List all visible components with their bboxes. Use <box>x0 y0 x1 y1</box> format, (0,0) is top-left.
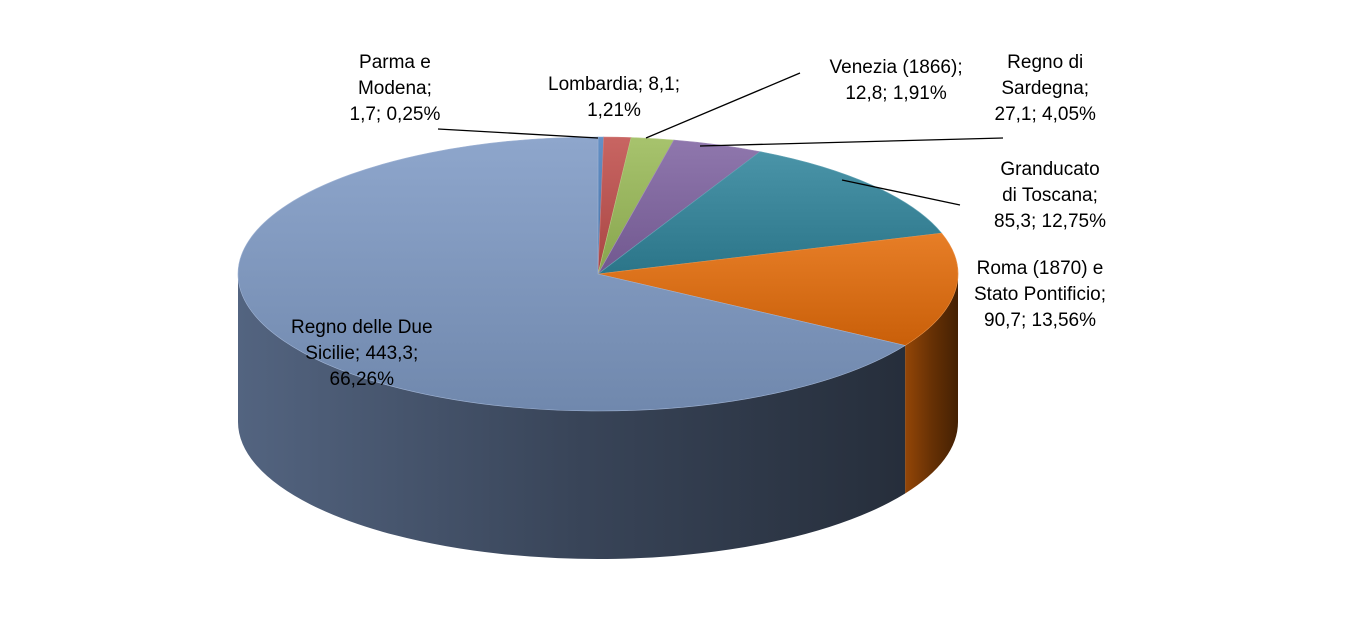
slice-side <box>905 274 958 494</box>
data-label: Lombardia; 8,1; 1,21% <box>548 72 680 124</box>
pie-sides <box>238 274 958 560</box>
data-label-line: Granducato <box>1000 159 1100 180</box>
data-label-line: Roma (1870) e <box>976 258 1104 279</box>
leader-lines <box>437 72 1004 206</box>
data-label-line: Parma e <box>359 52 431 73</box>
leader-line <box>645 72 801 139</box>
pie-slices <box>237 136 959 412</box>
data-label: Granducato di Toscana; 85,3; 12,75% <box>994 157 1106 235</box>
data-label-line: 1,21% <box>587 100 641 121</box>
data-label-line: 66,26% <box>329 369 394 390</box>
data-label-line: Lombardia; 8,1; <box>548 74 681 95</box>
data-label: Roma (1870) e Stato Pontificio; 90,7; 13,5… <box>974 256 1106 334</box>
pie-slice <box>237 136 906 412</box>
data-label-line: 12,8; 1,91% <box>845 83 947 104</box>
data-label-line: 90,7; 13,56% <box>984 310 1096 331</box>
data-label-line: Sicilie; 443,3; <box>305 343 419 364</box>
leader-line <box>437 128 599 139</box>
data-label-line: Stato Pontificio; <box>974 284 1107 305</box>
slice-side <box>238 274 906 560</box>
data-label-line: 85,3; 12,75% <box>994 211 1106 232</box>
data-label: Regno delle Due Sicilie; 443,3; 66,26% <box>291 315 433 393</box>
leader-line <box>841 179 961 206</box>
data-label-line: Venezia (1866); <box>829 57 963 78</box>
data-label-line: 27,1; 4,05% <box>994 104 1096 125</box>
data-label-line: di Toscana; <box>1002 185 1098 206</box>
data-label-line: 1,7; 0,25% <box>349 104 441 125</box>
data-label-line: Modena; <box>357 78 432 99</box>
data-label: Parma e Modena; 1,7; 0,25% <box>350 50 441 128</box>
data-label-line: Regno di <box>1007 52 1084 73</box>
data-label: Regno di Sardegna; 27,1; 4,05% <box>995 50 1096 128</box>
data-label-line: Sardegna; <box>1001 78 1090 99</box>
data-label: Venezia (1866); 12,8; 1,91% <box>830 55 963 107</box>
pie-slice <box>597 232 959 346</box>
leader-line <box>699 137 1004 147</box>
data-label-line: Regno delle Due <box>291 317 433 338</box>
